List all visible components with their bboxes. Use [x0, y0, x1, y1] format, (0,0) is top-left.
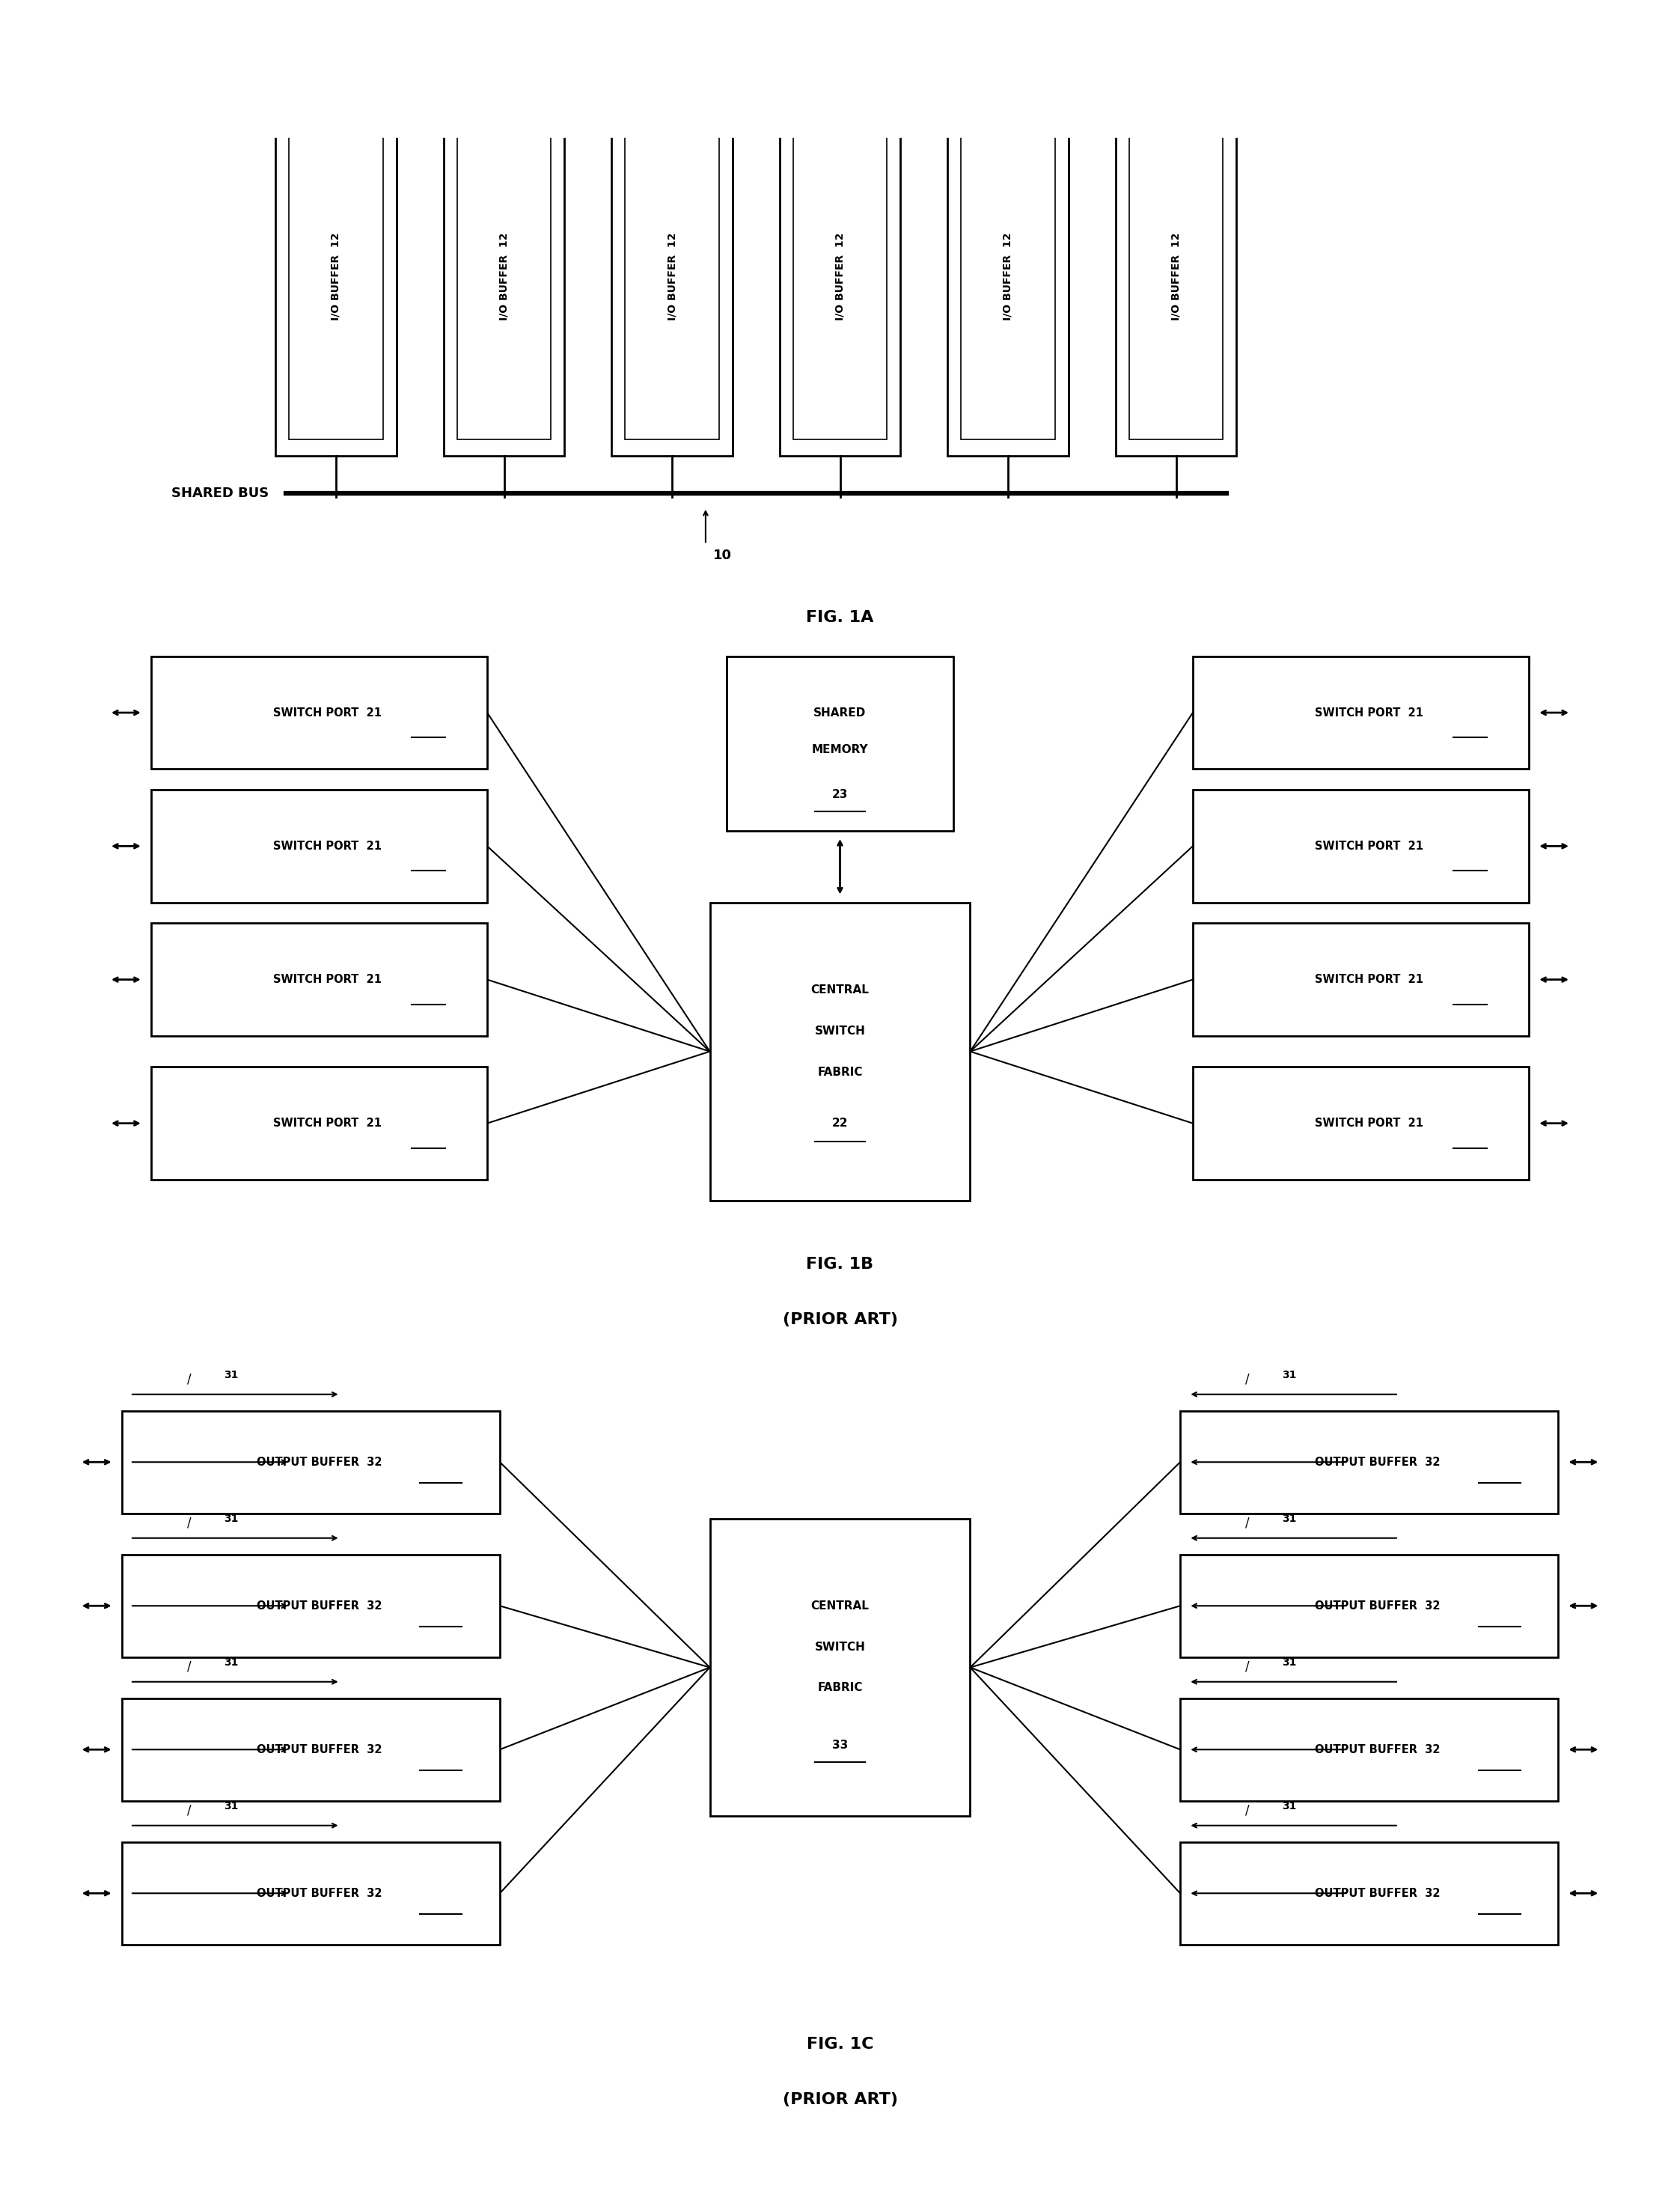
Text: /: / [186, 1661, 192, 1674]
Polygon shape [1129, 114, 1223, 440]
Text: OUTPUT BUFFER  32: OUTPUT BUFFER 32 [257, 1889, 381, 1900]
FancyBboxPatch shape [1179, 1698, 1557, 1801]
Text: I/O BUFFER  12: I/O BUFFER 12 [667, 232, 677, 320]
Text: SWITCH PORT  21: SWITCH PORT 21 [274, 975, 381, 986]
Text: SHARED: SHARED [813, 708, 867, 719]
Text: SWITCH PORT  21: SWITCH PORT 21 [1315, 975, 1423, 986]
Text: 22: 22 [832, 1117, 848, 1128]
Text: 31: 31 [1282, 1656, 1297, 1667]
Text: MEMORY: MEMORY [811, 745, 869, 756]
Text: /: / [186, 1803, 192, 1816]
Text: OUTPUT BUFFER  32: OUTPUT BUFFER 32 [257, 1599, 381, 1610]
Polygon shape [276, 96, 396, 456]
FancyBboxPatch shape [1179, 1843, 1557, 1946]
FancyBboxPatch shape [151, 922, 487, 1036]
Text: OUTPUT BUFFER  32: OUTPUT BUFFER 32 [1315, 1599, 1440, 1610]
Polygon shape [961, 114, 1055, 440]
Text: /: / [1245, 1803, 1250, 1816]
Text: SWITCH PORT  21: SWITCH PORT 21 [274, 841, 381, 852]
Polygon shape [289, 114, 383, 440]
FancyBboxPatch shape [709, 1518, 971, 1816]
Text: 33: 33 [832, 1740, 848, 1751]
FancyBboxPatch shape [121, 1411, 501, 1514]
Text: SWITCH: SWITCH [815, 1641, 865, 1652]
Text: FIG. 1B: FIG. 1B [806, 1258, 874, 1271]
Polygon shape [793, 114, 887, 440]
Text: 31: 31 [223, 1656, 239, 1667]
Text: FIG. 1A: FIG. 1A [806, 609, 874, 624]
Text: SWITCH: SWITCH [815, 1025, 865, 1036]
Text: I/O BUFFER  12: I/O BUFFER 12 [1171, 232, 1181, 320]
Text: /: / [186, 1516, 192, 1529]
Text: SWITCH PORT  21: SWITCH PORT 21 [1315, 1117, 1423, 1128]
Text: I/O BUFFER  12: I/O BUFFER 12 [331, 232, 341, 320]
FancyBboxPatch shape [1193, 655, 1529, 769]
Text: SHARED BUS: SHARED BUS [171, 486, 269, 500]
Text: 31: 31 [223, 1514, 239, 1523]
FancyBboxPatch shape [151, 789, 487, 903]
Text: 23: 23 [832, 789, 848, 800]
Polygon shape [780, 96, 900, 456]
FancyBboxPatch shape [1179, 1553, 1557, 1656]
Text: 10: 10 [712, 548, 732, 561]
Text: CENTRAL: CENTRAL [811, 1599, 869, 1610]
Text: 31: 31 [223, 1369, 239, 1380]
FancyBboxPatch shape [726, 655, 954, 830]
FancyBboxPatch shape [709, 903, 971, 1201]
Text: FABRIC: FABRIC [818, 1683, 862, 1694]
Text: SWITCH PORT  21: SWITCH PORT 21 [1315, 708, 1423, 719]
FancyBboxPatch shape [1193, 789, 1529, 903]
Text: CENTRAL: CENTRAL [811, 984, 869, 995]
Text: OUTPUT BUFFER  32: OUTPUT BUFFER 32 [1315, 1889, 1440, 1900]
FancyBboxPatch shape [121, 1553, 501, 1656]
Text: 31: 31 [1282, 1369, 1297, 1380]
Text: (PRIOR ART): (PRIOR ART) [783, 2092, 897, 2108]
Polygon shape [625, 114, 719, 440]
Text: OUTPUT BUFFER  32: OUTPUT BUFFER 32 [1315, 1744, 1440, 1755]
Text: SWITCH PORT  21: SWITCH PORT 21 [274, 1117, 381, 1128]
Text: SWITCH PORT  21: SWITCH PORT 21 [274, 708, 381, 719]
FancyBboxPatch shape [1193, 1067, 1529, 1179]
Text: SWITCH PORT  21: SWITCH PORT 21 [1315, 841, 1423, 852]
Text: OUTPUT BUFFER  32: OUTPUT BUFFER 32 [1315, 1457, 1440, 1468]
FancyBboxPatch shape [1179, 1411, 1557, 1514]
Text: OUTPUT BUFFER  32: OUTPUT BUFFER 32 [257, 1457, 381, 1468]
FancyBboxPatch shape [121, 1698, 501, 1801]
Text: /: / [1245, 1372, 1250, 1387]
Text: FIG. 1C: FIG. 1C [806, 2038, 874, 2053]
FancyBboxPatch shape [151, 1067, 487, 1179]
Polygon shape [612, 96, 732, 456]
Text: OUTPUT BUFFER  32: OUTPUT BUFFER 32 [257, 1744, 381, 1755]
Text: 31: 31 [1282, 1801, 1297, 1812]
Text: /: / [1245, 1516, 1250, 1529]
Text: I/O BUFFER  12: I/O BUFFER 12 [499, 232, 509, 320]
Polygon shape [1116, 96, 1236, 456]
Text: FABRIC: FABRIC [818, 1067, 862, 1078]
Text: /: / [186, 1372, 192, 1387]
Polygon shape [444, 96, 564, 456]
Text: I/O BUFFER  12: I/O BUFFER 12 [1003, 232, 1013, 320]
Text: 31: 31 [1282, 1514, 1297, 1523]
Polygon shape [457, 114, 551, 440]
Polygon shape [948, 96, 1068, 456]
Text: /: / [1245, 1661, 1250, 1674]
FancyBboxPatch shape [1193, 922, 1529, 1036]
Text: 31: 31 [223, 1801, 239, 1812]
FancyBboxPatch shape [151, 655, 487, 769]
FancyBboxPatch shape [121, 1843, 501, 1946]
Text: (PRIOR ART): (PRIOR ART) [783, 673, 897, 686]
Text: I/O BUFFER  12: I/O BUFFER 12 [835, 232, 845, 320]
Text: (PRIOR ART): (PRIOR ART) [783, 1312, 897, 1328]
